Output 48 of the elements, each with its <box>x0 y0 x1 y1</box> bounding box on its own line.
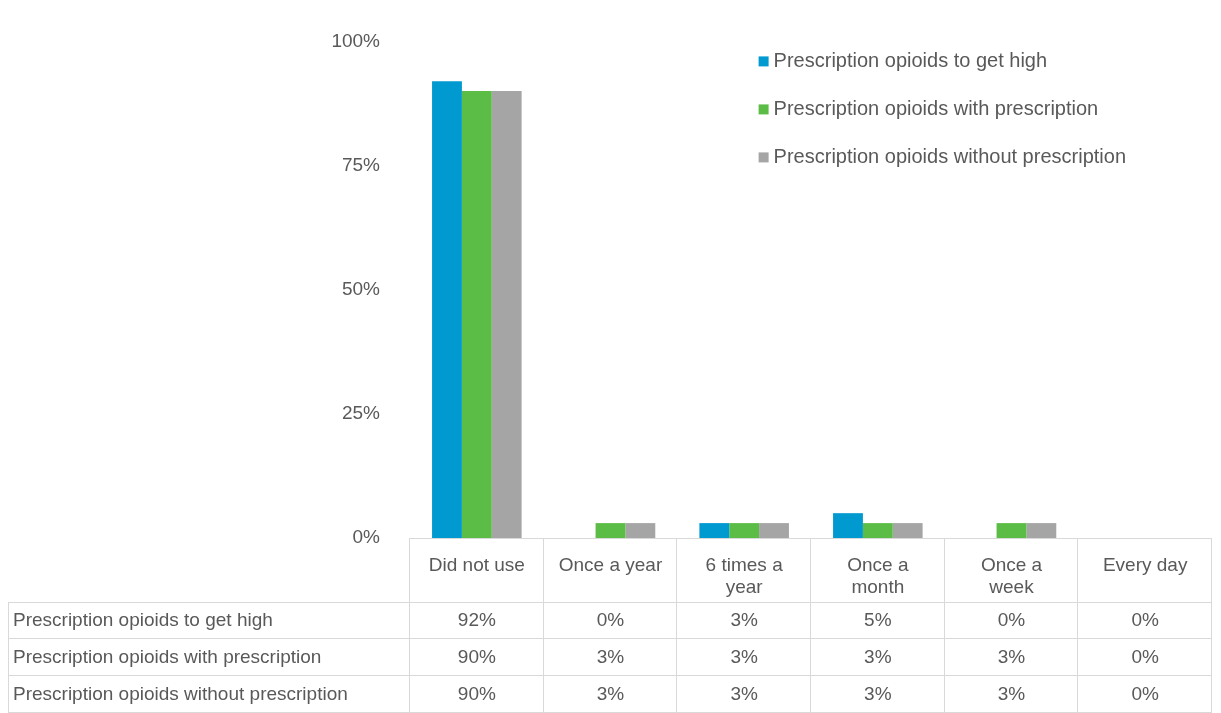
x-tick-label: Every day <box>1102 553 1188 575</box>
data-label: 3% <box>730 682 758 704</box>
text: Prescription opioids without prescription <box>13 682 348 704</box>
x-tick-label: Did not use <box>428 553 525 575</box>
x-tick-label: Once a month <box>847 553 909 598</box>
bar <box>862 523 893 538</box>
data-label: 3% <box>997 645 1026 667</box>
x-tick-label: 6 times a year <box>705 553 784 598</box>
bar <box>491 91 522 538</box>
text: Prescription opioids to get high <box>13 608 273 630</box>
x-tick-label: Once a week <box>980 553 1043 598</box>
bar <box>595 523 626 538</box>
data-label: 90% <box>457 682 496 704</box>
y-tick-label: 0% <box>352 526 381 548</box>
data-label: 3% <box>596 645 625 667</box>
y-tick-label: 100% <box>331 29 381 51</box>
bar <box>461 91 492 538</box>
legend-label: Prescription opioids to get high <box>773 48 1048 71</box>
y-tick-label: 50% <box>341 277 381 299</box>
bar <box>892 523 923 538</box>
bar <box>625 523 656 538</box>
legend-label: Prescription opioids with prescription <box>773 96 1099 119</box>
data-label: 0% <box>596 608 625 630</box>
data-label: 90% <box>457 645 496 667</box>
data-label: 0% <box>1131 682 1159 704</box>
data-label: 3% <box>864 682 892 704</box>
data-label: 3% <box>596 682 625 704</box>
text: Prescription opioids with prescription <box>13 645 322 667</box>
data-label: 3% <box>864 645 892 667</box>
x-tick-label: Once a year <box>558 553 663 575</box>
bar <box>729 523 760 538</box>
data-label: 3% <box>997 682 1026 704</box>
bar <box>1026 523 1057 538</box>
y-tick-label: 25% <box>341 402 381 424</box>
y-tick-label: 75% <box>341 153 381 175</box>
data-label: 3% <box>730 645 758 667</box>
bar <box>759 523 789 538</box>
data-label: 0% <box>1131 645 1159 667</box>
data-label: 5% <box>864 608 892 630</box>
data-label: 3% <box>730 608 758 630</box>
data-label: 92% <box>457 608 496 630</box>
legend-label: Prescription opioids without prescription <box>773 144 1127 167</box>
bar <box>833 513 863 538</box>
data-label: 0% <box>1131 608 1159 630</box>
bar <box>432 81 462 538</box>
bar <box>996 523 1027 538</box>
bar <box>699 523 730 538</box>
data-label: 0% <box>997 608 1026 630</box>
